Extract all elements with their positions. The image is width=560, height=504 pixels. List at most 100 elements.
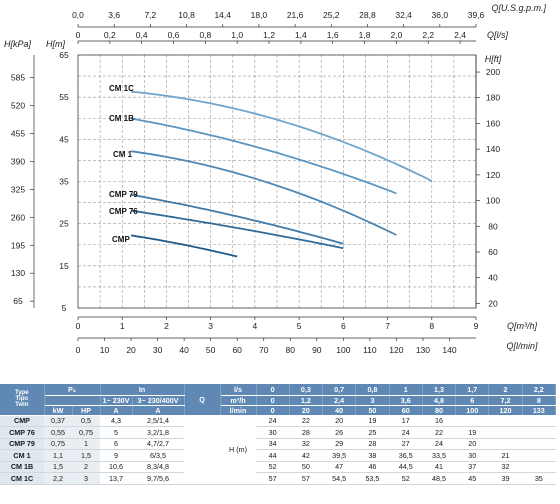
- cell-hp: 3: [72, 472, 100, 485]
- cell-q: [184, 415, 221, 485]
- bottom-axis-m3h-title: Q[m³/h]: [507, 321, 538, 331]
- cell-a1: 4,3: [100, 415, 132, 427]
- cell-head: 52: [389, 472, 423, 485]
- cell-hp: 0,5: [72, 415, 100, 427]
- cell-kw: 2,2: [44, 472, 72, 485]
- cell-a3: 3,2/1,8: [132, 426, 185, 439]
- bottom-axis-m3h-label: 8: [429, 321, 434, 331]
- cell-head: 37: [455, 461, 489, 473]
- cell-head: 52: [256, 461, 290, 473]
- flow-ls-2: 0,7: [322, 384, 357, 396]
- left-axis-kpa-label: 325: [11, 184, 25, 194]
- header-a1: A: [100, 405, 133, 416]
- cell-head: 34: [256, 438, 290, 450]
- right-axis-ft-label: 40: [488, 273, 498, 283]
- flow-lmin-1: 20: [289, 405, 324, 416]
- cell-a3: 6/3,5: [132, 449, 185, 462]
- pump-data-table: Type Tipo Twin P₂ In Q l/s 0 0,3 0,7 0,8…: [0, 384, 557, 485]
- cell-head: 16: [422, 415, 456, 427]
- flow-ls-0: 0: [256, 384, 290, 396]
- cell-head: [522, 426, 556, 439]
- flow-m3h-8: 8: [522, 395, 557, 406]
- series-line-cm-1b: [130, 117, 397, 195]
- cell-a3: 8,3/4,8: [132, 461, 185, 473]
- top-axis-gpm-label: 25,2: [323, 10, 340, 20]
- table-row: CMP 0,37 0,5 4,3 2,5/1,4 H (m) 24 22 20 19 17 16: [0, 415, 556, 485]
- cell-head: 24: [389, 426, 423, 439]
- cell-h-label: H (m): [220, 415, 257, 485]
- top-axis-gpm-label: 7,2: [144, 10, 156, 20]
- top-axis-gpm-label: 10,8: [178, 10, 195, 20]
- cell-head: 36,5: [389, 449, 423, 462]
- flow-lmin-0: 0: [256, 405, 290, 416]
- bottom-axis-m3h-label: 5: [297, 321, 302, 331]
- right-axis-ft-label: 80: [488, 221, 498, 231]
- cell-hp: 2: [72, 461, 100, 473]
- cell-head: 53,5: [355, 472, 390, 485]
- cell-head: 39: [488, 472, 523, 485]
- bottom-axis-m3h-label: 7: [385, 321, 390, 331]
- flow-ls-3: 0,8: [355, 384, 390, 396]
- cell-head: 22: [289, 415, 323, 427]
- top-axis-gpm-label: 28,8: [359, 10, 376, 20]
- top-axis-gpm-label: 36,0: [432, 10, 449, 20]
- cell-head: 50: [289, 461, 323, 473]
- cell-head: 26: [322, 426, 356, 439]
- top-axis-ls-label: 0: [76, 30, 81, 40]
- left-axis-kpa-label: 520: [11, 101, 25, 111]
- flow-lmin-7: 120: [488, 405, 523, 416]
- cell-head: 28: [289, 426, 323, 439]
- cell-type: CMP: [0, 415, 44, 427]
- flow-m3h-1: 1,2: [289, 395, 324, 406]
- cell-head: [522, 415, 556, 427]
- header-m3h: m³/h: [220, 395, 257, 406]
- left-axis-kpa-label: 585: [11, 73, 25, 83]
- cell-head: 57: [256, 472, 290, 485]
- header-1ph: 1~ 230V: [100, 395, 133, 406]
- cell-head: 47: [322, 461, 356, 473]
- flow-m3h-3: 3: [355, 395, 390, 406]
- left-axis-m-label: 15: [59, 261, 69, 271]
- top-axis-gpm-label: 39,6: [468, 10, 485, 20]
- cell-type: CM 1B: [0, 461, 44, 473]
- bottom-axis-lmin-label: 140: [442, 345, 456, 355]
- flow-lmin-2: 40: [322, 405, 357, 416]
- top-axis-ls-title: Q[l/s]: [487, 30, 509, 40]
- cell-kw: 0,55: [44, 426, 72, 439]
- top-axis-ls-label: 2,2: [422, 30, 434, 40]
- right-axis-ft-label: 20: [488, 298, 498, 308]
- series-line-cmp-79: [130, 193, 344, 245]
- bottom-axis-lmin-label: 30: [153, 345, 163, 355]
- cell-head: 44: [256, 449, 290, 462]
- left-axis-m-label: 35: [59, 177, 69, 187]
- bottom-axis-lmin-title: Q[l/min]: [506, 341, 538, 351]
- cell-a1: 5: [100, 426, 132, 439]
- cell-head: 25: [355, 426, 390, 439]
- bottom-axis-lmin-label: 120: [389, 345, 403, 355]
- cell-head: [488, 438, 523, 450]
- table-row: CM 1 1,1 1,5 9 6/3,5 44 42 39,5 38 36,5 33,5 30 21: [0, 449, 556, 462]
- cell-kw: 1,5: [44, 461, 72, 473]
- flow-ls-5: 1,3: [422, 384, 457, 396]
- cell-head: 22: [422, 426, 456, 439]
- top-axis-ls-label: 0,4: [136, 30, 148, 40]
- cell-a1: 10,6: [100, 461, 132, 473]
- cell-a3: 4,7/2,7: [132, 438, 185, 450]
- bottom-axis-lmin-label: 60: [232, 345, 242, 355]
- cell-head: 29: [322, 438, 356, 450]
- top-axis-gpm-label: 3,6: [108, 10, 120, 20]
- cell-kw: 0,75: [44, 438, 72, 450]
- bottom-axis-lmin-label: 90: [312, 345, 322, 355]
- cell-head: [488, 426, 523, 439]
- header-lmin: l/min: [220, 405, 257, 416]
- cell-head: [522, 461, 556, 473]
- bottom-axis-m3h-label: 4: [253, 321, 258, 331]
- left-axis-kpa-label: 130: [11, 268, 25, 278]
- top-axis-ls-label: 0,8: [199, 30, 211, 40]
- cell-a1: 6: [100, 438, 132, 450]
- bottom-axis-lmin-label: 100: [336, 345, 350, 355]
- pump-performance-chart: 0,0 3,6 7,2 10,8 14,4 18,0 21,6 25,2 28,8 32,4 36,…: [4, 3, 546, 355]
- left-axis-m-label: 45: [59, 134, 69, 144]
- series-label-cmp: CMP: [112, 235, 130, 244]
- bottom-axis-lmin-label: 80: [286, 345, 296, 355]
